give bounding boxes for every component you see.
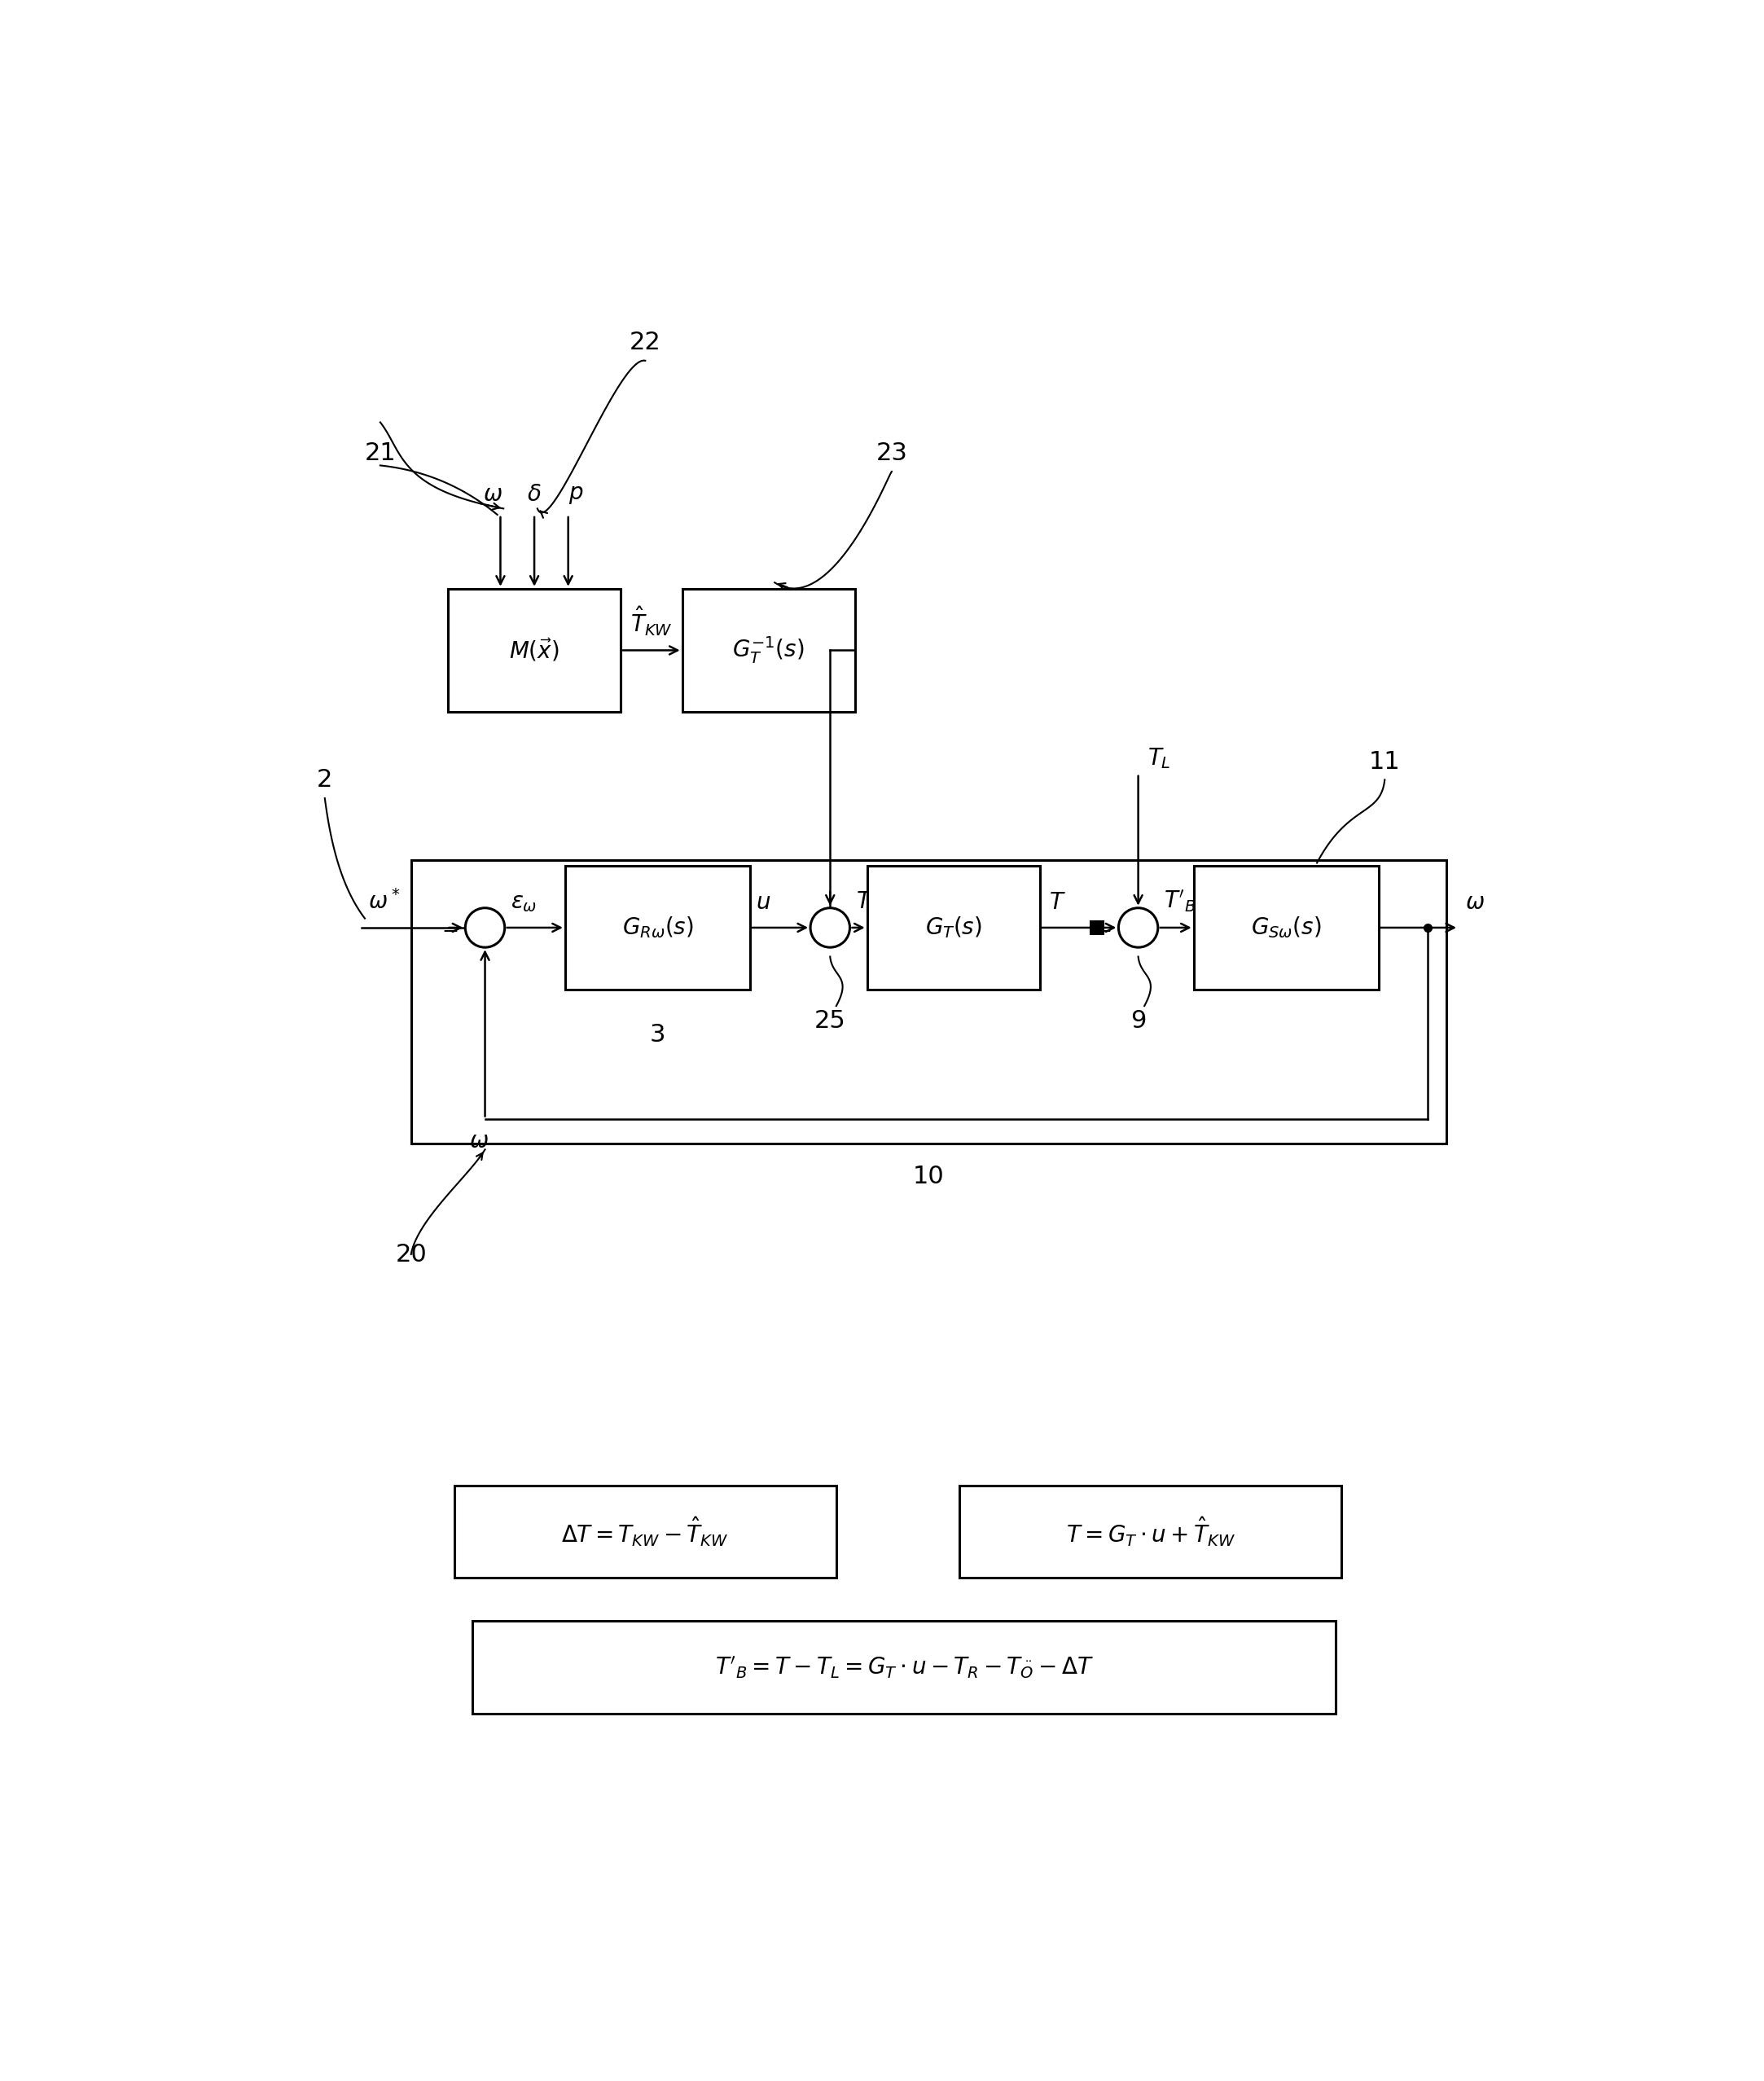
Text: 20: 20 — [395, 1242, 427, 1267]
Text: $T$: $T$ — [1050, 891, 1065, 914]
Bar — [564, 866, 750, 988]
Text: $T_L$: $T_L$ — [1147, 747, 1171, 770]
Text: $G_T^{-1}(s)$: $G_T^{-1}(s)$ — [732, 635, 804, 666]
Bar — [473, 1621, 1335, 1713]
Text: 9: 9 — [1131, 1009, 1147, 1032]
Text: $G_T(s)$: $G_T(s)$ — [924, 916, 983, 941]
Bar — [1090, 922, 1104, 934]
Text: $M(\vec{x})$: $M(\vec{x})$ — [510, 637, 559, 664]
Text: 3: 3 — [649, 1024, 665, 1047]
Text: $\delta$: $\delta$ — [527, 483, 542, 506]
Text: $T = G_T \cdot u + \hat{T}_{KW}$: $T = G_T \cdot u + \hat{T}_{KW}$ — [1065, 1515, 1235, 1548]
Text: 23: 23 — [877, 441, 907, 466]
Text: 10: 10 — [914, 1165, 944, 1188]
Text: 25: 25 — [815, 1009, 847, 1032]
Text: 2: 2 — [318, 768, 333, 793]
Text: $-$: $-$ — [1095, 922, 1111, 941]
Text: $G_{R\omega}(s)$: $G_{R\omega}(s)$ — [623, 916, 693, 941]
Text: $\Delta T = T_{KW} - \hat{T}_{KW}$: $\Delta T = T_{KW} - \hat{T}_{KW}$ — [561, 1515, 729, 1548]
Text: $-$: $-$ — [441, 922, 459, 941]
Bar — [683, 589, 856, 712]
Text: 22: 22 — [630, 331, 662, 354]
Bar — [868, 866, 1039, 988]
Text: $\varepsilon_\omega$: $\varepsilon_\omega$ — [512, 891, 538, 914]
Circle shape — [1118, 907, 1157, 947]
Text: $\omega$: $\omega$ — [469, 1130, 489, 1153]
Text: $\omega$: $\omega$ — [483, 483, 503, 506]
Text: $T^*$: $T^*$ — [856, 891, 884, 914]
Text: $\hat{T}_{KW}$: $\hat{T}_{KW}$ — [630, 606, 672, 639]
Text: $T'_B$: $T'_B$ — [1164, 889, 1196, 914]
Text: 11: 11 — [1369, 749, 1401, 774]
Text: $\omega$: $\omega$ — [1464, 891, 1484, 914]
Bar — [960, 1486, 1342, 1577]
Text: $p$: $p$ — [568, 483, 584, 506]
Bar — [411, 859, 1446, 1142]
Text: $T'_B = T - T_L = G_T \cdot u - T_R - T_{\ddot{O}} - \Delta T$: $T'_B = T - T_L = G_T \cdot u - T_R - T_… — [714, 1654, 1094, 1679]
Text: $u$: $u$ — [757, 891, 771, 914]
Circle shape — [810, 907, 850, 947]
Bar — [1194, 866, 1378, 988]
Bar — [453, 1486, 836, 1577]
Text: $\omega^*$: $\omega^*$ — [369, 891, 400, 914]
Text: $G_{S\omega}(s)$: $G_{S\omega}(s)$ — [1251, 916, 1321, 941]
Text: 21: 21 — [365, 441, 397, 466]
Bar — [448, 589, 621, 712]
Circle shape — [466, 907, 505, 947]
